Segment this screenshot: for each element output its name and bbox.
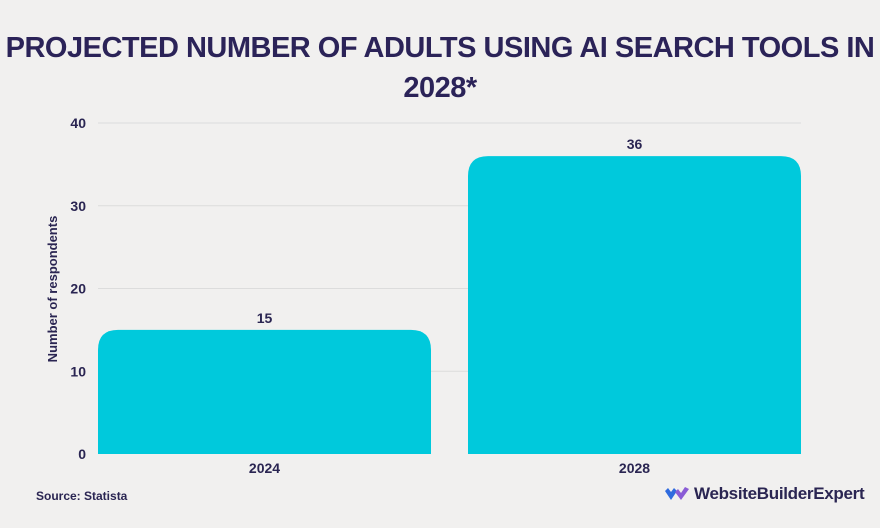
bar-2028 [468,156,801,454]
y-tick-label: 40 [70,115,86,131]
y-axis-label: Number of respondents [45,216,60,363]
y-tick-label: 0 [78,446,86,462]
logo-text: WebsiteBuilderExpert [694,484,865,503]
y-tick-label: 20 [70,281,86,297]
y-tick-label: 10 [70,363,86,379]
data-label: 15 [257,310,273,326]
data-label: 36 [627,136,643,152]
logo-icon [665,487,689,500]
logo: WebsiteBuilderExpert [664,484,865,504]
y-tick-label: 30 [70,198,86,214]
chart-title: PROJECTED NUMBER OF ADULTS USING AI SEAR… [5,32,875,104]
x-tick-label: 2024 [249,460,280,476]
bar-2024 [98,329,431,454]
source-note: Source: Statista [36,489,128,503]
x-tick-label: 2028 [619,460,650,476]
